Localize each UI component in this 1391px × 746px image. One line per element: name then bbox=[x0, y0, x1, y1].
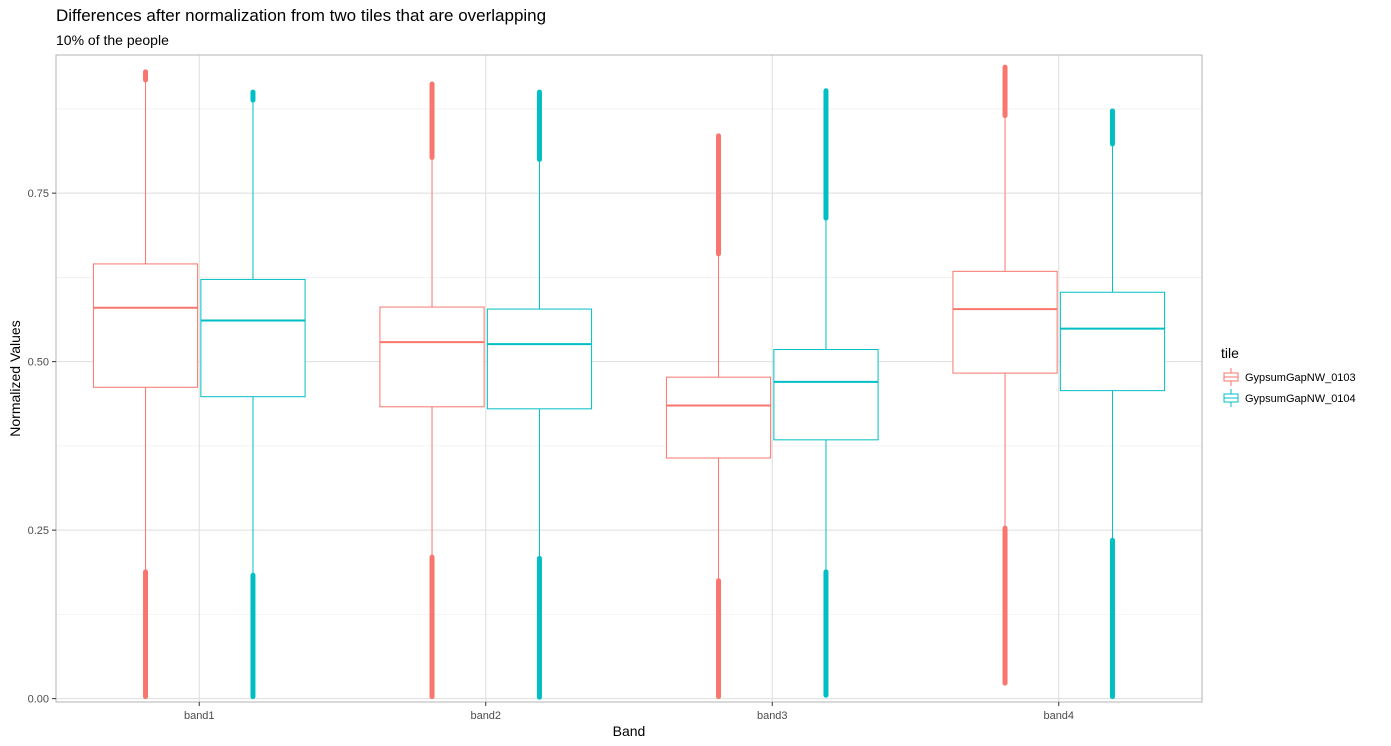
legend-label: GypsumGapNW_0104 bbox=[1245, 393, 1356, 405]
y-tick-label: 0.50 bbox=[28, 357, 49, 369]
box-iqr bbox=[92, 263, 199, 388]
box-iqr bbox=[486, 308, 593, 410]
y-tick-label: 0.25 bbox=[28, 525, 49, 537]
legend-item: GypsumGapNW_0103 bbox=[1223, 368, 1356, 386]
box-iqr bbox=[773, 349, 879, 441]
legend-item: GypsumGapNW_0104 bbox=[1223, 389, 1356, 407]
chart-title: Differences after normalization from two… bbox=[56, 6, 547, 25]
box-iqr bbox=[200, 278, 306, 398]
axis-layer: 0.00 0.25 0.50 0.75 band1 band2 band3 band4 bbox=[28, 188, 1074, 722]
data-layer bbox=[92, 64, 1166, 700]
box-iqr bbox=[379, 306, 485, 408]
box-iqr bbox=[1059, 291, 1166, 392]
box-iqr bbox=[952, 270, 1058, 374]
box-band2-GypsumGapNW_0104 bbox=[486, 89, 593, 700]
chart-subtitle: 10% of the people bbox=[56, 32, 169, 48]
x-axis-title: Band bbox=[613, 723, 646, 739]
x-tick-label: band2 bbox=[470, 710, 501, 722]
box-band1-GypsumGapNW_0104 bbox=[200, 89, 306, 700]
legend-title: tile bbox=[1221, 345, 1239, 361]
y-tick-label: 0.00 bbox=[28, 694, 49, 706]
x-tick-label: band1 bbox=[184, 710, 215, 722]
legend-label: GypsumGapNW_0103 bbox=[1245, 372, 1356, 384]
box-band1-GypsumGapNW_0103 bbox=[92, 69, 199, 700]
box-iqr bbox=[665, 376, 772, 459]
box-band2-GypsumGapNW_0103 bbox=[379, 81, 485, 700]
box-band3-GypsumGapNW_0103 bbox=[665, 133, 772, 700]
y-tick-label: 0.75 bbox=[28, 188, 49, 200]
x-tick-label: band3 bbox=[757, 710, 788, 722]
legend: tile GypsumGapNW_0103 GypsumGapNW_0104 bbox=[1221, 345, 1356, 407]
x-tick-label: band4 bbox=[1043, 710, 1074, 722]
box-band4-GypsumGapNW_0103 bbox=[952, 64, 1058, 686]
box-band3-GypsumGapNW_0104 bbox=[773, 88, 879, 698]
box-band4-GypsumGapNW_0104 bbox=[1059, 108, 1166, 700]
panel-border bbox=[55, 54, 1203, 703]
y-axis-title: Normalized Values bbox=[7, 320, 23, 436]
